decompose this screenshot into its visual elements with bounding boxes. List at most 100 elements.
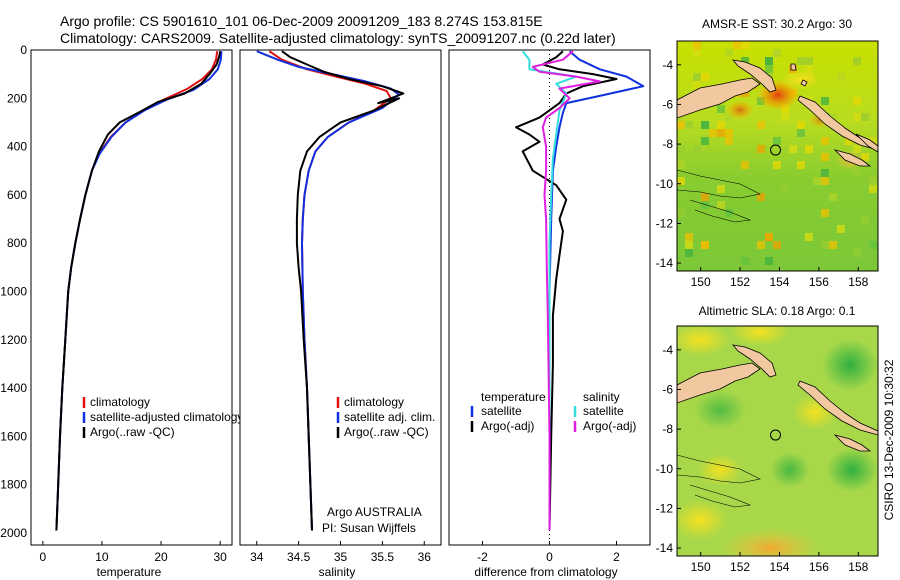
temperature-axes-box bbox=[30, 49, 233, 546]
temperature-plot bbox=[55, 51, 223, 531]
map-x-tick-label: 158 bbox=[848, 560, 868, 574]
sst-pixel bbox=[829, 113, 837, 121]
depth-tick-label: 1200 bbox=[0, 333, 27, 347]
title-line-2: Climatology: CARS2009. Satellite-adjuste… bbox=[60, 30, 616, 46]
sst-pixel bbox=[693, 145, 701, 153]
series-line-temperature-argo-adj- bbox=[515, 50, 618, 531]
sst-pixel bbox=[821, 177, 829, 185]
sst-pixel bbox=[781, 113, 789, 121]
depth-tick-label: 2000 bbox=[0, 526, 27, 540]
sla-land bbox=[677, 344, 878, 452]
map-y-tick-label: -10 bbox=[656, 462, 674, 476]
sst-pixel bbox=[869, 241, 877, 249]
map-y-tick-label: -4 bbox=[662, 58, 673, 72]
sst-pixel bbox=[725, 209, 733, 217]
sst-pixel bbox=[717, 185, 725, 193]
depth-tick-label: 800 bbox=[7, 236, 27, 250]
sst-pixel bbox=[693, 49, 701, 57]
sla-map-image bbox=[677, 326, 878, 556]
sst-pixel bbox=[733, 41, 741, 49]
depth-tick-label: 0 bbox=[20, 43, 27, 57]
sst-pixel bbox=[685, 121, 693, 129]
legend-label-temp-argo: Argo(-adj) bbox=[481, 419, 534, 433]
sst-pixel bbox=[765, 65, 773, 73]
x-tick-label: 34.5 bbox=[287, 550, 311, 564]
temperature-panel: climatology satellite-adjusted climatolo… bbox=[30, 49, 243, 579]
x-tick-label: 0 bbox=[546, 550, 553, 564]
map-x-tick-label: 158 bbox=[848, 275, 868, 289]
salinity-legend: climatology satellite adj. clim. Argo(..… bbox=[336, 395, 435, 439]
sst-pixel bbox=[869, 185, 877, 193]
depth-tick-label: 400 bbox=[7, 140, 27, 154]
sst-map-frame bbox=[676, 40, 879, 272]
sst-pixel bbox=[805, 145, 813, 153]
x-tick-label: 30 bbox=[213, 550, 227, 564]
sst-pixel bbox=[821, 209, 829, 217]
sst-pixel bbox=[829, 241, 837, 249]
sst-pixel bbox=[741, 257, 749, 265]
salinity-xticks: 34 34.5 35 35.5 36 bbox=[250, 541, 431, 564]
sst-pixel bbox=[845, 137, 853, 145]
sst-pixel bbox=[861, 217, 869, 225]
legend-title-temperature: temperature bbox=[481, 390, 546, 404]
depth-tick-label: 1600 bbox=[0, 429, 27, 443]
map-y-tick-label: -8 bbox=[662, 422, 673, 436]
sst-pixel bbox=[765, 57, 773, 65]
depth-tick-label: 1400 bbox=[0, 381, 27, 395]
sst-pixel bbox=[717, 129, 725, 137]
sst-pixel bbox=[821, 153, 829, 161]
series-line-argo-raw-qc- bbox=[55, 51, 222, 531]
legend-title-salinity: salinity bbox=[583, 390, 620, 404]
legend-label-satellite: satellite-adjusted climatology bbox=[90, 410, 243, 424]
sst-pixel bbox=[813, 177, 821, 185]
sst-pixel bbox=[701, 73, 709, 81]
sst-pixel bbox=[861, 153, 869, 161]
map-x-tick-label: 150 bbox=[691, 275, 711, 289]
map-y-tick-label: -14 bbox=[656, 541, 674, 555]
map-x-tick-label: 154 bbox=[769, 560, 789, 574]
sst-pixel bbox=[677, 177, 685, 185]
sst-pixel bbox=[765, 233, 773, 241]
sst-pixel bbox=[773, 241, 781, 249]
map-y-tick-label: -8 bbox=[662, 137, 673, 151]
sst-pixel bbox=[725, 129, 733, 137]
difference-plot bbox=[515, 50, 645, 531]
float-info-line-1: Argo AUSTRALIA bbox=[327, 505, 422, 519]
x-tick-label: 34 bbox=[250, 550, 264, 564]
map-y-tick-label: -6 bbox=[662, 97, 673, 111]
sst-pixel bbox=[773, 161, 781, 169]
sst-pixel bbox=[717, 121, 725, 129]
sla-float-marker bbox=[770, 429, 782, 441]
legend-label-argo: Argo(..raw -QC) bbox=[344, 425, 429, 439]
sst-pixel bbox=[717, 105, 725, 113]
sst-pixel bbox=[677, 161, 685, 169]
x-tick-label: -2 bbox=[477, 550, 488, 564]
depth-tick-label: 1000 bbox=[0, 284, 27, 298]
x-tick-label: 36 bbox=[418, 550, 432, 564]
sst-pixel bbox=[757, 145, 765, 153]
sla-map-ticks: 150 152 154 156 158 -4 -6 -8 -10 -12 -14 bbox=[656, 343, 869, 574]
sst-pixel bbox=[741, 161, 749, 169]
sst-map-title: AMSR-E SST: 30.2 Argo: 30 bbox=[702, 17, 852, 31]
depth-tick-label: 200 bbox=[7, 91, 27, 105]
sst-pixel bbox=[741, 41, 749, 49]
salinity-panel: climatology satellite adj. clim. Argo(..… bbox=[239, 49, 442, 579]
temperature-xticks: 0 10 20 30 bbox=[39, 541, 227, 564]
sst-pixel bbox=[797, 121, 805, 129]
x-tick-label: 20 bbox=[154, 550, 168, 564]
sst-pixel bbox=[837, 73, 845, 81]
sst-pixel bbox=[821, 241, 829, 249]
salinity-plot bbox=[256, 50, 405, 531]
legend-label-climatology: climatology bbox=[90, 395, 150, 409]
sst-pixel bbox=[805, 233, 813, 241]
sst-pixel bbox=[821, 169, 829, 177]
sst-pixel bbox=[757, 193, 765, 201]
sla-map-frame bbox=[676, 325, 879, 557]
sst-pixel bbox=[773, 137, 781, 145]
sst-pixel bbox=[725, 49, 733, 57]
sst-map-ticks: 150 152 154 156 158 -4 -6 -8 -10 -12 -14 bbox=[656, 58, 869, 289]
sst-coastline-wiggles bbox=[677, 169, 761, 223]
sst-pixel bbox=[677, 209, 685, 217]
sst-pixel bbox=[781, 185, 789, 193]
